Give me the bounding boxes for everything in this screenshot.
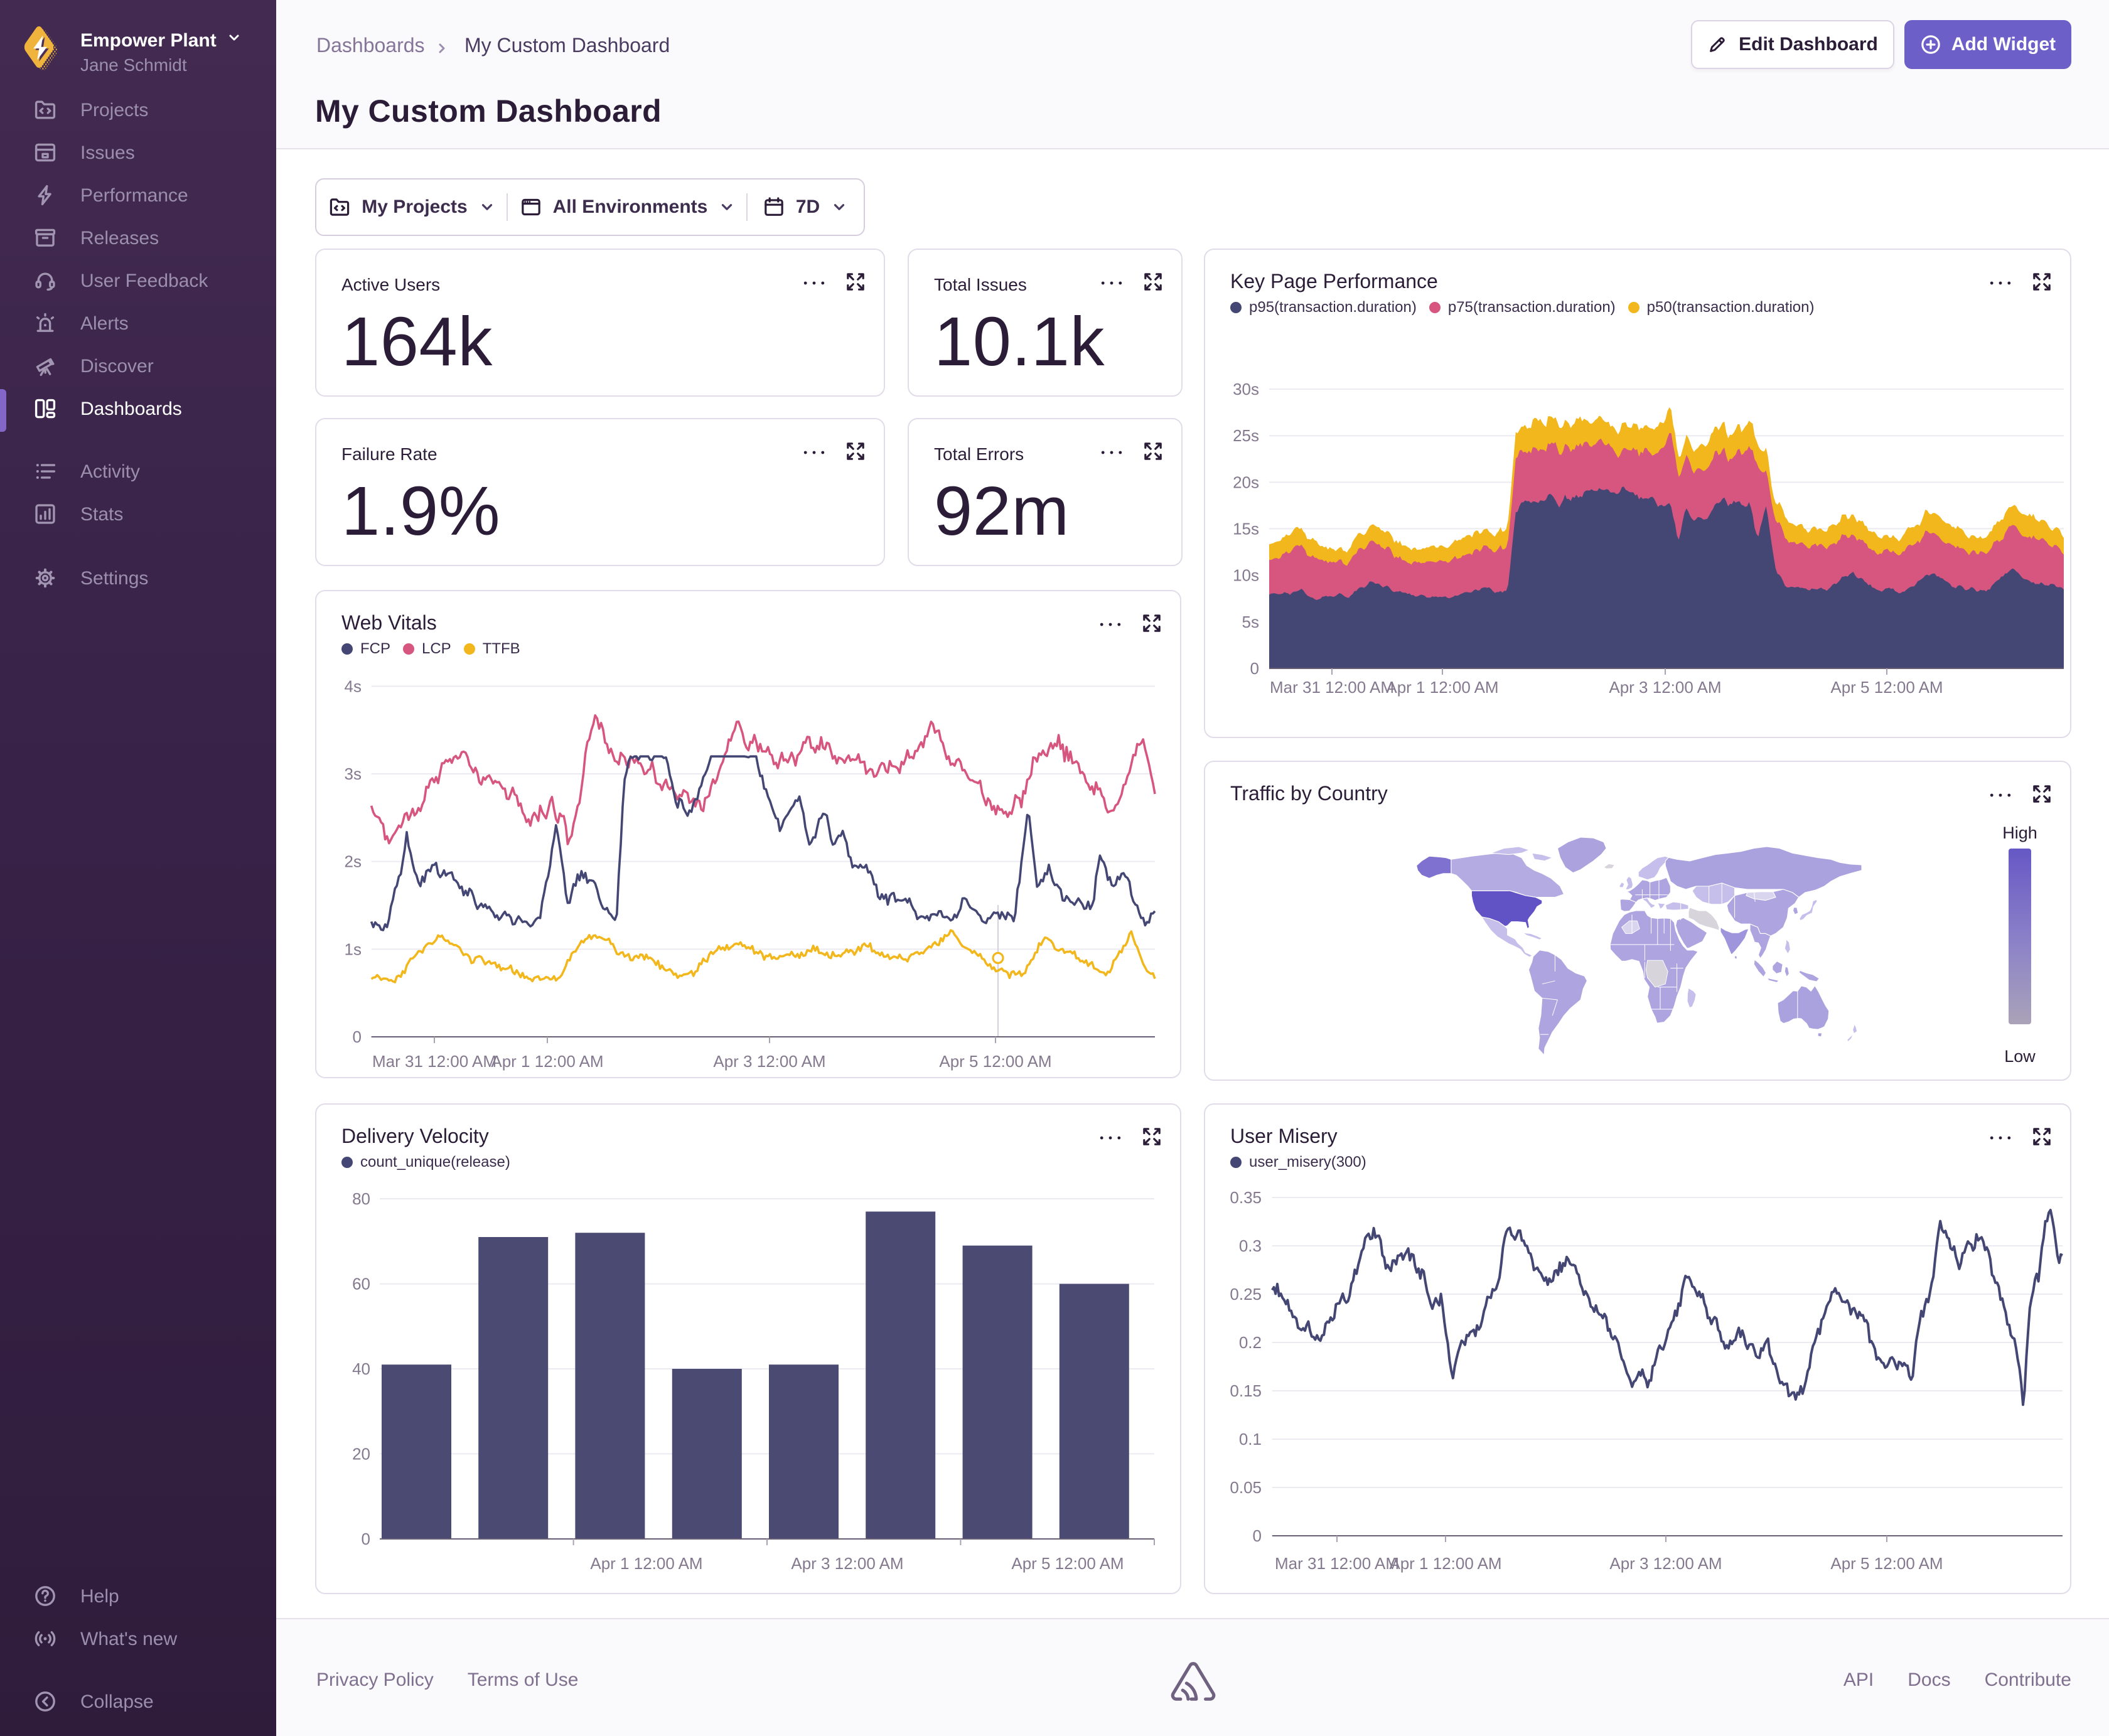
svg-text:80: 80 <box>352 1189 370 1208</box>
svg-text:0: 0 <box>1253 1526 1262 1545</box>
svg-text:0: 0 <box>1250 659 1259 678</box>
svg-text:Apr 3 12:00 AM: Apr 3 12:00 AM <box>1609 678 1721 697</box>
svg-text:Apr 5 12:00 AM: Apr 5 12:00 AM <box>939 1052 1051 1071</box>
svg-text:Apr 5 12:00 AM: Apr 5 12:00 AM <box>1011 1554 1124 1573</box>
svg-text:Apr 1 12:00 AM: Apr 1 12:00 AM <box>1389 1554 1501 1573</box>
svg-text:0.25: 0.25 <box>1230 1285 1262 1304</box>
svg-text:15s: 15s <box>1233 519 1259 538</box>
svg-text:Apr 3 12:00 AM: Apr 3 12:00 AM <box>791 1554 903 1573</box>
svg-text:4s: 4s <box>345 677 362 695</box>
svg-text:0: 0 <box>353 1027 362 1046</box>
svg-text:0.3: 0.3 <box>1239 1236 1262 1255</box>
svg-text:0: 0 <box>362 1530 370 1548</box>
svg-text:Apr 5 12:00 AM: Apr 5 12:00 AM <box>1830 678 1943 697</box>
svg-text:Low: Low <box>2004 1047 2036 1066</box>
svg-text:30s: 30s <box>1233 380 1259 399</box>
svg-text:2s: 2s <box>345 852 362 871</box>
svg-text:Mar 31 12:00 AM: Mar 31 12:00 AM <box>1270 678 1394 697</box>
svg-text:Mar 31 12:00 AM: Mar 31 12:00 AM <box>372 1052 496 1071</box>
svg-text:Apr 1 12:00 AM: Apr 1 12:00 AM <box>491 1052 603 1071</box>
svg-text:25s: 25s <box>1233 426 1259 445</box>
svg-text:Mar 31 12:00 AM: Mar 31 12:00 AM <box>1275 1554 1399 1573</box>
svg-text:40: 40 <box>352 1359 370 1378</box>
svg-text:20: 20 <box>352 1444 370 1463</box>
svg-text:0.35: 0.35 <box>1230 1188 1262 1207</box>
svg-text:10s: 10s <box>1233 566 1259 585</box>
svg-text:3s: 3s <box>345 764 362 783</box>
svg-text:Apr 1 12:00 AM: Apr 1 12:00 AM <box>590 1554 702 1573</box>
svg-text:Apr 5 12:00 AM: Apr 5 12:00 AM <box>1830 1554 1943 1573</box>
svg-text:5s: 5s <box>1242 613 1259 631</box>
svg-text:0.15: 0.15 <box>1230 1381 1262 1400</box>
svg-text:1s: 1s <box>345 940 362 958</box>
svg-text:0.2: 0.2 <box>1239 1333 1262 1352</box>
svg-text:Apr 1 12:00 AM: Apr 1 12:00 AM <box>1386 678 1498 697</box>
svg-text:20s: 20s <box>1233 473 1259 491</box>
svg-text:0.05: 0.05 <box>1230 1478 1262 1497</box>
svg-text:60: 60 <box>352 1275 370 1294</box>
svg-text:0.1: 0.1 <box>1239 1430 1262 1449</box>
svg-text:Apr 3 12:00 AM: Apr 3 12:00 AM <box>713 1052 825 1071</box>
svg-text:High: High <box>2002 823 2037 842</box>
svg-text:Apr 3 12:00 AM: Apr 3 12:00 AM <box>1609 1554 1722 1573</box>
